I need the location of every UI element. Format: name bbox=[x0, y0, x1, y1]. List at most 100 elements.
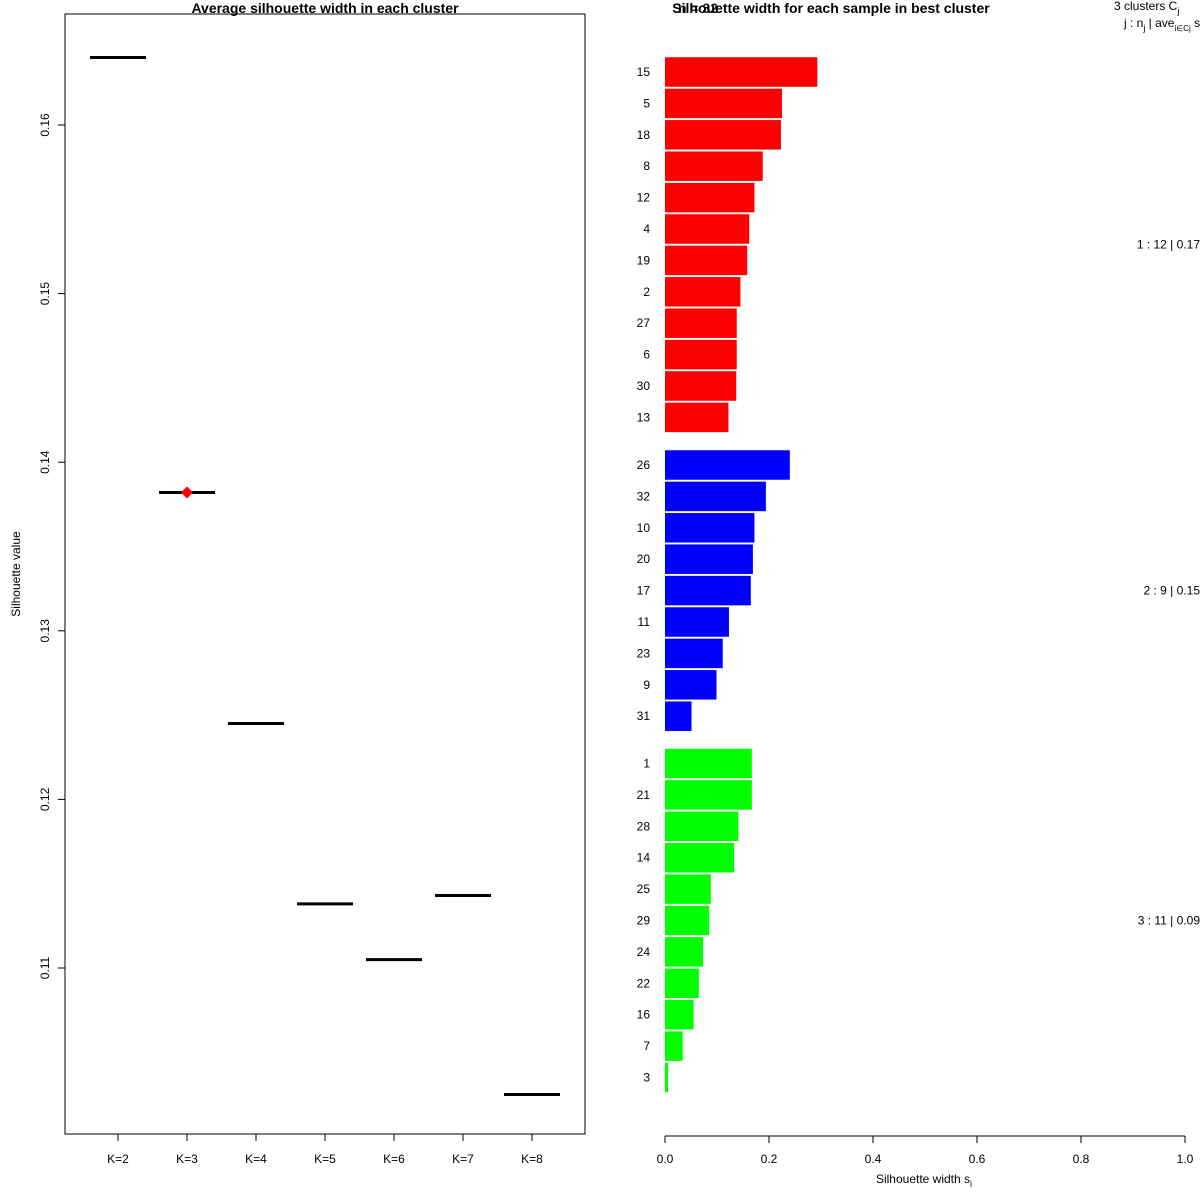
right-x-axis: 0.0 0.2 0.4 0.6 0.8 1.0 bbox=[657, 1135, 1194, 1166]
cluster-3-summary: 3 : 11 | 0.09 bbox=[1138, 914, 1200, 928]
sample-label-2: 2 bbox=[643, 285, 650, 299]
sample-label-25: 25 bbox=[637, 882, 651, 896]
silhouette-bar-sample-16 bbox=[665, 999, 694, 1030]
silhouette-bar-sample-27 bbox=[665, 308, 737, 338]
sample-label-19: 19 bbox=[637, 253, 651, 267]
left-x-tick-label-k3: K=3 bbox=[176, 1152, 198, 1166]
silhouette-bar-sample-30 bbox=[665, 371, 737, 401]
sample-label-17: 17 bbox=[637, 584, 651, 598]
silhouette-bar-sample-8 bbox=[665, 151, 763, 181]
silhouette-bar-sample-9 bbox=[665, 670, 717, 700]
sample-label-23: 23 bbox=[637, 646, 651, 660]
cluster-1-group: 15 5 18 8 12 4 19 2 27 6 30 13 1 : 12 | 0.17 bbox=[637, 57, 1200, 433]
left-title: Average silhouette width in each cluster bbox=[191, 0, 459, 16]
right-x-tick-label: 0.8 bbox=[1073, 1152, 1090, 1166]
silhouette-bar-sample-26 bbox=[665, 450, 790, 480]
cluster-2-group: 26 32 10 20 17 11 23 9 31 2 : 9 | 0.15 bbox=[637, 450, 1200, 731]
silhouette-bar-sample-14 bbox=[665, 842, 735, 873]
left-marks bbox=[90, 56, 560, 1096]
silhouette-bar-sample-24 bbox=[665, 937, 703, 967]
sample-label-14: 14 bbox=[637, 851, 651, 865]
sample-label-22: 22 bbox=[637, 976, 651, 990]
silhouette-bar-sample-13 bbox=[665, 402, 729, 433]
left-panel: Average silhouette width in each cluster… bbox=[9, 0, 586, 1166]
left-y-tick-label: 0.15 bbox=[38, 282, 52, 306]
left-x-tick-label-k8: K=8 bbox=[521, 1152, 543, 1166]
sample-label-26: 26 bbox=[637, 458, 651, 472]
silhouette-bar-sample-1 bbox=[665, 748, 752, 779]
left-y-tick-label: 0.13 bbox=[38, 619, 52, 643]
sample-label-1: 1 bbox=[643, 757, 650, 771]
left-y-tick-label: 0.14 bbox=[38, 450, 52, 474]
left-y-tick-label: 0.12 bbox=[38, 787, 52, 811]
sample-label-24: 24 bbox=[637, 945, 651, 959]
sample-label-30: 30 bbox=[637, 379, 651, 393]
silhouette-bar-sample-17 bbox=[665, 575, 751, 606]
silhouette-bar-sample-21 bbox=[665, 780, 752, 810]
sample-label-21: 21 bbox=[637, 788, 651, 802]
sample-label-11: 11 bbox=[638, 615, 651, 629]
sample-label-5: 5 bbox=[643, 96, 650, 110]
left-x-tick-label-k4: K=4 bbox=[245, 1152, 267, 1166]
cluster-3-group: 1 21 28 14 25 29 24 22 16 7 3 3 : 11 | 0.09 bbox=[637, 748, 1200, 1093]
right-x-tick-label: 0.4 bbox=[865, 1152, 882, 1166]
sample-label-15: 15 bbox=[637, 65, 651, 79]
sample-label-9: 9 bbox=[643, 678, 650, 692]
legend-line2-end: s bbox=[1191, 16, 1200, 30]
silhouette-bar-sample-5 bbox=[665, 88, 782, 119]
silhouette-bar-sample-15 bbox=[665, 57, 818, 87]
legend-line2-mid: | ave bbox=[1145, 16, 1174, 30]
legend-line2-sub: j bbox=[1142, 23, 1145, 33]
right-overlap-title: n = 32 bbox=[678, 0, 718, 16]
sample-label-20: 20 bbox=[637, 552, 651, 566]
silhouette-bar-sample-6 bbox=[665, 339, 737, 370]
silhouette-bar-sample-11 bbox=[665, 607, 729, 637]
silhouette-bar-sample-23 bbox=[665, 638, 723, 669]
sample-label-3: 3 bbox=[643, 1071, 650, 1085]
silhouette-bar-sample-20 bbox=[665, 544, 753, 574]
left-y-tick-label: 0.16 bbox=[38, 113, 52, 137]
silhouette-bar-sample-25 bbox=[665, 874, 711, 904]
right-x-tick-label: 0.6 bbox=[969, 1152, 986, 1166]
sample-label-29: 29 bbox=[637, 914, 651, 928]
sample-label-10: 10 bbox=[637, 521, 651, 535]
sample-label-12: 12 bbox=[637, 191, 651, 205]
silhouette-bar-sample-19 bbox=[665, 245, 748, 276]
cluster-1-summary: 1 : 12 | 0.17 bbox=[1137, 238, 1200, 252]
silhouette-bar-sample-12 bbox=[665, 182, 755, 213]
sample-label-27: 27 bbox=[637, 316, 651, 330]
right-panel: n = 32 Silhouette width for each sample … bbox=[637, 0, 1200, 1189]
sample-label-6: 6 bbox=[643, 348, 650, 362]
sample-label-7: 7 bbox=[643, 1039, 650, 1053]
silhouette-bar-sample-29 bbox=[665, 905, 710, 936]
silhouette-bar-sample-31 bbox=[665, 701, 692, 731]
silhouette-bar-sample-22 bbox=[665, 968, 699, 999]
silhouette-bar-sample-18 bbox=[665, 120, 781, 150]
left-x-tick-label-k5: K=5 bbox=[314, 1152, 336, 1166]
cluster-2-summary: 2 : 9 | 0.15 bbox=[1144, 584, 1200, 598]
sample-label-31: 31 bbox=[637, 709, 651, 723]
legend-line2-text: j : n bbox=[1123, 16, 1143, 30]
right-legend-header: 3 clusters Cj j : nj | avei∈Cj s bbox=[1114, 0, 1200, 33]
left-x-tick-label-k2: K=2 bbox=[107, 1152, 129, 1166]
legend-line1: 3 clusters Cj bbox=[1114, 0, 1179, 16]
silhouette-bar-sample-10 bbox=[665, 513, 755, 543]
right-x-tick-label: 0.0 bbox=[657, 1152, 674, 1166]
silhouette-bar-sample-28 bbox=[665, 811, 739, 842]
right-x-tick-label: 1.0 bbox=[1177, 1152, 1194, 1166]
silhouette-bar-sample-32 bbox=[665, 481, 766, 512]
left-x-axis: K=2 K=3 K=4 K=5 K=6 K=7 K=8 bbox=[107, 1133, 543, 1166]
sample-label-16: 16 bbox=[637, 1008, 651, 1022]
left-x-tick-label-k7: K=7 bbox=[452, 1152, 474, 1166]
sample-label-13: 13 bbox=[637, 410, 651, 424]
sample-label-8: 8 bbox=[643, 159, 650, 173]
right-xlabel-text: Silhouette width s bbox=[876, 1172, 970, 1186]
right-xlabel-sub: i bbox=[970, 1179, 972, 1189]
sample-label-28: 28 bbox=[637, 819, 651, 833]
right-x-tick-label: 0.2 bbox=[761, 1152, 778, 1166]
right-xlabel: Silhouette width si bbox=[876, 1172, 972, 1189]
legend-line1-sub: j bbox=[1176, 6, 1179, 16]
sample-label-32: 32 bbox=[637, 489, 651, 503]
